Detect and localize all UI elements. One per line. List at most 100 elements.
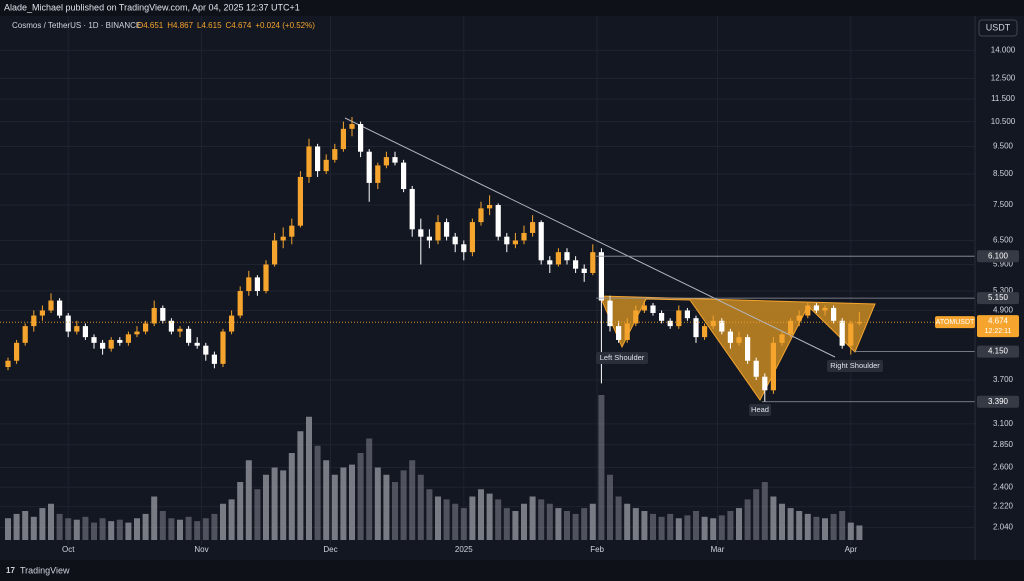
y-tick-label: 6.500 [993,236,1014,245]
volume-bar [194,521,201,540]
candle-body [616,326,622,340]
candle-body [366,151,372,183]
volume-bar [314,445,321,540]
volume-bar [847,522,854,540]
volume-bar [607,474,613,540]
candle-body [91,337,97,343]
candle-body [168,320,174,332]
level-label: 4.150 [988,347,1009,356]
volume-bar [632,508,639,540]
axis-labels: 14.000 12.500 11.500 10.500 9.500 8.500 7.500 6… [62,46,1019,554]
candle-body [693,318,699,338]
x-tick-label: Dec [323,545,337,554]
y-tick-label: 7.500 [993,200,1014,209]
x-tick-label: Nov [194,545,208,554]
footer-bar [0,560,1024,581]
ohlc-value: H4.867 [167,21,193,30]
y-tick-label: 12.500 [991,74,1016,83]
volume-bar [443,499,450,540]
candle-body [39,310,45,316]
candle-body [805,305,811,316]
currency[interactable]: USDT [986,22,1011,32]
volume-bar [237,482,244,540]
volume-bar [478,489,484,540]
candle-body [788,320,794,335]
candle-body [607,300,613,327]
volume-bar [736,508,742,540]
ohlc-value: L4.615 [197,21,222,30]
candle-body [856,322,862,324]
volume-bar [564,511,570,540]
volume-bar [82,516,89,540]
volume-bar [5,518,11,540]
volume-bar [667,513,674,540]
candle-body [160,307,166,321]
x-tick-label: Oct [62,545,75,554]
volume-bar [409,460,416,540]
volume-bar [159,511,166,540]
annotation-box [827,360,883,372]
annotation: Head [751,405,769,414]
volume-bar [65,518,72,540]
volume-bar [220,503,226,540]
volume-bar [753,489,760,540]
volume-bar [581,508,588,540]
symbol-box [935,316,975,329]
level-label: 6.100 [988,251,1009,260]
volume-bar [839,511,846,540]
candle-body [521,232,527,241]
candle-body [100,342,106,349]
volume-bar [701,516,708,540]
volume-bar [392,482,398,540]
level-label-box [977,250,1019,263]
volume-bar [366,438,373,540]
volume-bar [228,499,235,540]
volume-bar [779,503,785,540]
candle-body [297,176,303,226]
currency-button[interactable] [978,19,1018,37]
volume-bar [374,467,381,540]
volume-bar [142,513,149,540]
volume-bar [512,511,519,540]
volume-bar [108,521,115,540]
candle-body [590,252,596,274]
volume-bar [624,503,631,540]
y-tick-label: 10.500 [991,117,1016,126]
volume-bar [460,508,467,540]
trendline [344,117,836,358]
annotation: Left Shoulder [600,353,645,362]
volume-bar [710,518,717,540]
volume-bar [546,503,553,540]
volume-bar [529,496,536,540]
y-tick-label: 9.500 [993,142,1014,151]
candle-body [289,225,295,237]
candle-body [478,208,484,223]
annotation-box [596,352,648,364]
candle-body [125,334,131,343]
candle-body [48,300,54,311]
candle-body [401,162,407,190]
y-tick-label: 8.500 [993,169,1014,178]
candle-body [796,315,802,321]
candle-body [848,323,854,346]
candle-body [134,331,140,335]
y-tick-label: 5.300 [993,286,1014,295]
candle-body [220,331,226,364]
candle-body [254,277,260,292]
brand: TradingView [20,565,70,575]
volume-bar [555,508,562,540]
candle-body [573,260,579,269]
y-tick-label: 2.850 [993,440,1014,449]
candle-body [418,229,424,237]
volume-bar [598,395,605,540]
candle-body [710,320,716,327]
volume-bar [693,511,699,540]
level-label-box [977,292,1019,305]
candle-body [203,345,209,355]
candle-body [684,310,690,319]
candle-body [151,307,157,324]
price-axis [975,16,1024,560]
candle-body [495,205,501,237]
volume-bar [538,499,545,540]
